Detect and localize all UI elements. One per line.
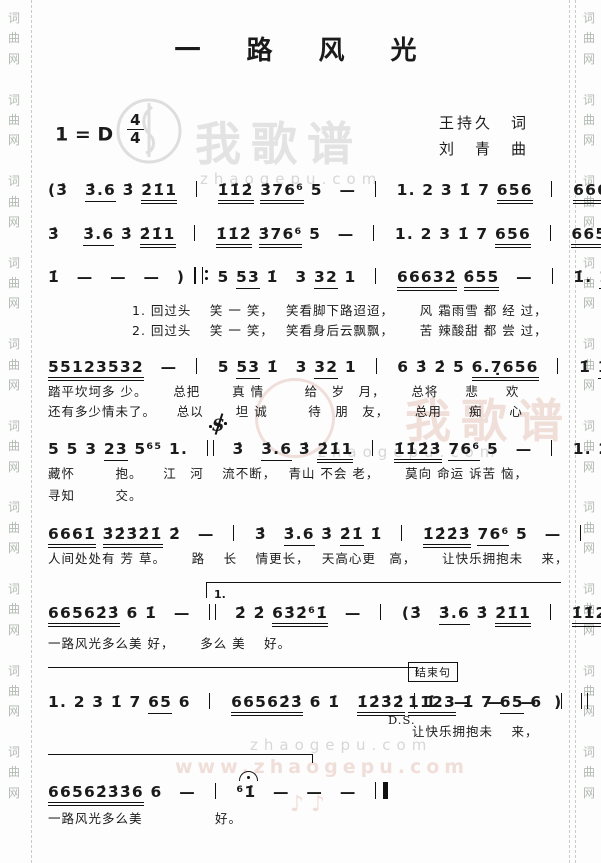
lyricist: 王持久 词 xyxy=(438,114,529,132)
side-watermark-left: 词 曲 网 词 曲 网 词 曲 网 词 曲 网 词 曲 网 词 曲 网 词 曲 … xyxy=(7,11,20,800)
left-dashed-border xyxy=(31,0,32,863)
lyric-line: 踏平坎坷多 少。 总把 真 情 给 岁 月， 总将 悲 欢 xyxy=(48,384,520,399)
music-line-8: 1. 2 3 1̇ 7 65 6 66562̇3̇ 6 1̇ 1̇2̇3̇2̇ … xyxy=(48,690,590,716)
music-line-1: (3̇ 3̇.6 3̇ 2̇1̇1 1̇1̇2̇ 3̇76⁶ 5 — 1. 2 … xyxy=(48,178,601,204)
credits: 王持久 词 刘 青 曲 xyxy=(439,110,529,163)
composer: 刘 青 曲 xyxy=(438,140,529,159)
music-line-2: 3̇ 3̇.6 3̇ 2̇1̇1 1̇1̇2̇ 3̇76⁶ 5 — 1. 2 3… xyxy=(48,222,601,248)
lyric-verse-1: 1. 回过头 笑 一 笑， 笑看脚下路迢迢， 风 霜雨雪 都 经 过， xyxy=(132,303,548,318)
ending-continuation-line xyxy=(48,754,313,763)
side-watermark-right: 词 曲 网 词 曲 网 词 曲 网 词 曲 网 词 曲 网 词 曲 网 词 曲 … xyxy=(582,11,595,800)
music-line-3: 1̇ — — — ) 5 53 1̇ 3 32 1 66632̇ 6̇55 — … xyxy=(48,265,601,291)
ending-phrase-label: 结束句 xyxy=(408,662,458,682)
lyric-line: 一路风光多么美 好。 xyxy=(48,811,242,826)
music-line-4: 55123532 — 5 53 1̇ 3 32 1 6 3̇ 2̇ 5 6.7̣… xyxy=(48,355,601,381)
music-line-7: 66562̇3̇ 6 1̇ — 2̇ 2̇ 63̇2̇⁶1̇ — (3̇ 3̇.… xyxy=(48,601,601,627)
lyric-line: 寻知 交。 xyxy=(48,488,143,503)
site-watermark-bottom: zhaogepu.com xyxy=(250,736,433,754)
lyric-line: 一路风光多么美 好， 多么 美 好。 xyxy=(48,636,292,651)
volta-1-label: 1. xyxy=(214,588,226,601)
music-line-5: 5 5 3 23 5⁶⁵ 1. 3̇ 3̇.6 3̇ 2̇1̇1 1̇1̇2̇3… xyxy=(48,437,601,463)
lyric-line: 还有多少情未了。 总以 坦 诚 待 朋 友， 总用 痴 心 xyxy=(48,404,523,419)
time-numerator: 4 xyxy=(127,112,144,130)
dal-segno-label: D.S. xyxy=(388,713,416,727)
time-denominator: 4 xyxy=(130,128,141,147)
page-title: 一 路 风 光 xyxy=(174,36,427,66)
lyric-line: 人间处处有 芳 草。 路 长 情更长， 天高心更 高， 让快乐拥抱未 来， xyxy=(48,551,569,566)
right-dashed-border xyxy=(575,0,576,863)
fermata-icon: 1̇ xyxy=(244,783,257,801)
volta-continuation-line xyxy=(48,667,417,676)
lyric-line: 藏怀 抱。 江 河 流不断， 青山 不会 老， 莫向 命运 诉苦 恼， xyxy=(48,466,529,481)
music-line-6: 6661̇ 3̇2̇3̇2̇1̇ 2̇ — 3̇ 3̇.6 3̇ 2̇1̇ 1̇… xyxy=(48,522,601,548)
volta-1-bracket: 1. xyxy=(206,582,561,601)
music-line-9: 66562̇3̇3̇6 6 — ⁶1̇ — — — xyxy=(48,780,390,806)
right-dashed-border-2 xyxy=(569,0,570,863)
lyric-verse-2: 2. 回过头 笑 一 笑， 笑看身后云飘飘， 苦 辣酸甜 都 尝 过， xyxy=(132,323,548,338)
music-line-9-post: — — — xyxy=(256,782,390,801)
music-line-9-pre: 66562̇3̇3̇6 6 — ⁶ xyxy=(48,783,244,806)
lyric-line: 让快乐拥抱未 来， xyxy=(412,724,539,739)
segno-icon: S xyxy=(208,416,225,436)
brand-watermark-top: 我歌谱 xyxy=(195,117,363,171)
music-line-8-ending: 1123 1̇ 7 65 6 xyxy=(408,690,566,716)
key-label: 1 = D xyxy=(55,123,114,146)
